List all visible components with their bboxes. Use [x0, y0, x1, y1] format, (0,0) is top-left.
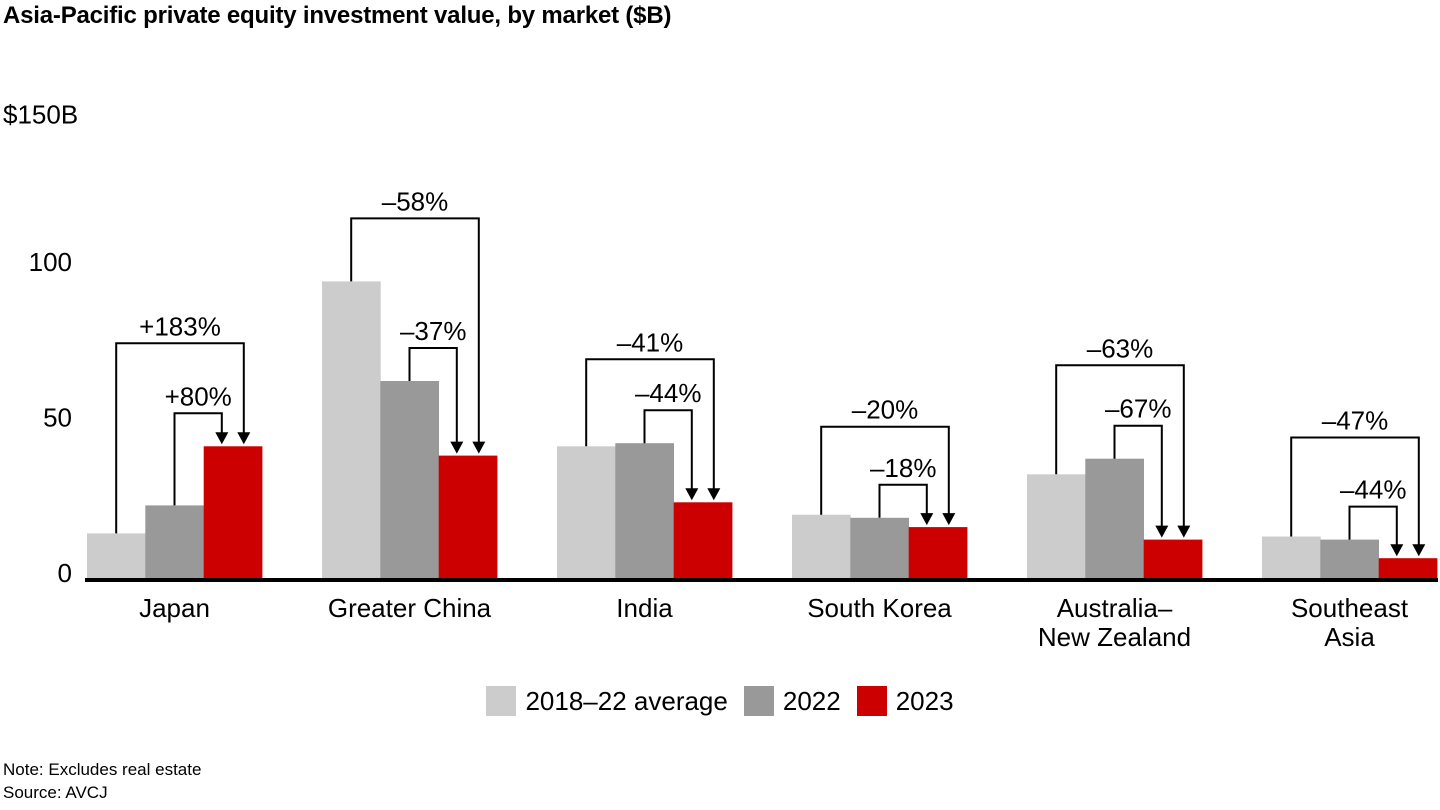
arrowhead-icon — [942, 513, 956, 526]
y-tick-label: 100 — [29, 247, 72, 277]
bar-series2-group1 — [438, 455, 498, 580]
category-label: Greater China — [328, 593, 492, 623]
bar-series2-group0 — [203, 446, 263, 580]
bar-series1-group3 — [850, 517, 909, 580]
legend-label-2022: 2022 — [782, 686, 841, 716]
legend: 2018–22 average 2022 2023 — [0, 686, 1440, 716]
bar-series1-group4 — [1085, 458, 1144, 580]
bracket-avg-to-2023 — [820, 425, 950, 516]
bracket-avg-to-2023 — [1290, 436, 1420, 547]
y-axis-max-label: $150B — [3, 100, 78, 130]
bracket-avg-to-2023 — [585, 358, 715, 491]
bracket-avg-to-2023 — [1055, 364, 1185, 528]
bar-series2-group3 — [908, 527, 968, 580]
bracket-2022-to-2023 — [1348, 505, 1398, 547]
bar-series2-group5 — [1378, 558, 1438, 580]
category-label: Asia — [1324, 622, 1375, 652]
arrowhead-icon — [237, 432, 251, 445]
pct-change-2022-to-2023: +80% — [165, 381, 232, 411]
bar-series2-group4 — [1143, 539, 1203, 580]
bar-series0-group5 — [1262, 536, 1321, 580]
pct-change-avg-to-2023: –41% — [617, 327, 684, 357]
arrowhead-icon — [1155, 525, 1169, 538]
bar-series0-group2 — [557, 446, 616, 580]
category-label: Southeast — [1291, 593, 1409, 623]
arrowhead-icon — [685, 488, 699, 501]
pct-change-2022-to-2023: –18% — [870, 453, 937, 483]
pct-change-avg-to-2023: –58% — [382, 186, 449, 216]
y-tick-label: 0 — [58, 558, 72, 588]
page-title: Asia-Pacific private equity investment v… — [3, 2, 672, 29]
bar-series1-group2 — [615, 443, 674, 580]
bar-series0-group4 — [1027, 474, 1086, 580]
pct-change-avg-to-2023: –20% — [852, 395, 919, 425]
pct-change-avg-to-2023: +183% — [139, 311, 221, 341]
y-tick-label: 50 — [43, 403, 72, 433]
arrowhead-icon — [920, 513, 934, 526]
pct-change-2022-to-2023: –44% — [1340, 475, 1407, 505]
pct-change-avg-to-2023: –47% — [1322, 406, 1389, 436]
bracket-2022-to-2023 — [173, 412, 223, 506]
legend-item-2022: 2022 — [743, 686, 841, 716]
pct-change-2022-to-2023: –37% — [400, 316, 467, 346]
legend-swatch-2022 — [743, 686, 774, 716]
category-label: New Zealand — [1038, 622, 1191, 652]
note-text: Note: Excludes real estate — [3, 760, 202, 779]
category-label: Australia– — [1057, 593, 1173, 623]
legend-swatch-2023 — [856, 686, 887, 716]
category-label: Japan — [139, 593, 210, 623]
arrowhead-icon — [450, 441, 464, 454]
arrowhead-icon — [1177, 525, 1191, 538]
arrowhead-icon — [707, 488, 721, 501]
bar-series1-group5 — [1320, 539, 1379, 580]
legend-label-2018-22-average: 2018–22 average — [525, 686, 728, 716]
bracket-2022-to-2023 — [1113, 424, 1163, 528]
bracket-avg-to-2023 — [115, 342, 245, 534]
bar-series2-group2 — [673, 502, 733, 581]
arrowhead-icon — [1390, 544, 1404, 557]
legend-label-2023: 2023 — [895, 686, 954, 716]
bar-series1-group0 — [145, 505, 204, 580]
arrowhead-icon — [1412, 544, 1426, 557]
source-text: Source: AVCJ — [3, 783, 108, 802]
bar-series0-group1 — [322, 281, 381, 580]
bracket-2022-to-2023 — [643, 409, 693, 491]
pct-change-avg-to-2023: –63% — [1087, 333, 1154, 363]
legend-item-2018-22-average: 2018–22 average — [486, 686, 728, 716]
category-label: South Korea — [807, 593, 952, 623]
pct-change-2022-to-2023: –67% — [1105, 394, 1172, 424]
bracket-2022-to-2023 — [408, 347, 458, 444]
category-label: India — [616, 593, 673, 623]
pct-change-2022-to-2023: –44% — [635, 378, 702, 408]
footer: Note: Excludes real estate Source: AVCJ — [3, 758, 201, 804]
arrowhead-icon — [472, 441, 486, 454]
bracket-2022-to-2023 — [878, 483, 928, 518]
legend-item-2023: 2023 — [856, 686, 954, 716]
legend-swatch-2018-22-average — [486, 686, 517, 716]
arrowhead-icon — [215, 432, 229, 445]
bar-series0-group3 — [792, 514, 851, 580]
bar-series0-group0 — [87, 533, 146, 580]
bracket-avg-to-2023 — [350, 217, 480, 444]
bar-series1-group1 — [380, 381, 439, 580]
x-axis-line — [85, 578, 1438, 582]
